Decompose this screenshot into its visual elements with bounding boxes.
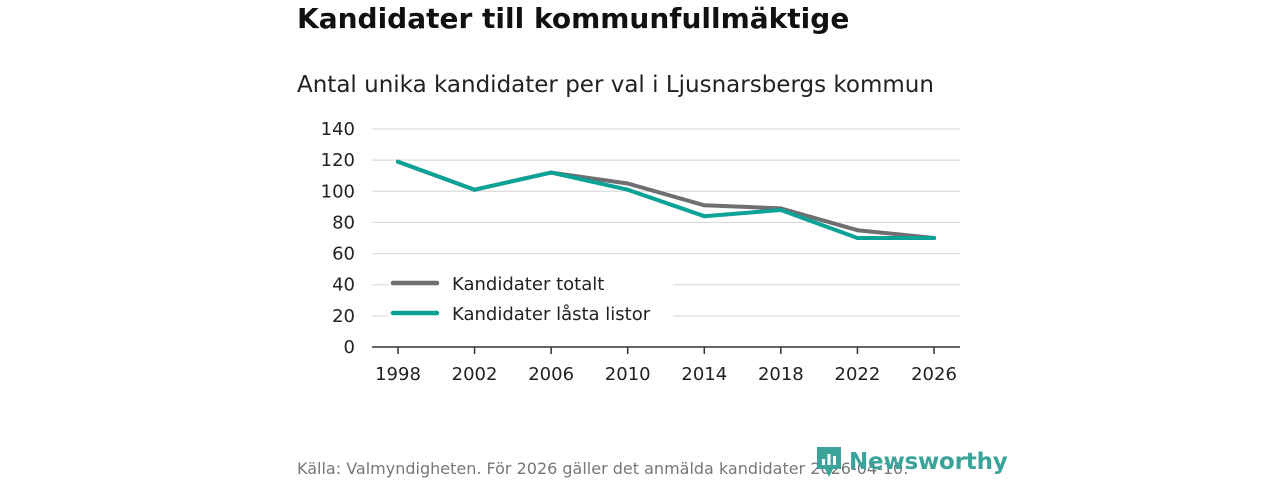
data-point-lasta-2014 [702,214,707,219]
x-tick-label-2022: 2022 [835,364,881,385]
data-point-totalt-2022 [855,228,860,233]
data-point-lasta-2002 [472,187,477,192]
y-tick-label-20: 20 [332,306,355,327]
y-tick-label-0: 0 [344,337,355,358]
series-line-kandidater-lasta-listor [396,159,936,240]
newsworthy-logo-icon [817,447,841,477]
data-point-totalt-2010 [625,181,630,186]
newsworthy-logo: Newsworthy [815,445,1008,479]
chart-subtitle: Antal unika kandidater per val i Ljusnar… [297,72,934,98]
data-point-lasta-2006 [549,170,554,175]
legend-label-kandidater-totalt: Kandidater totalt [452,274,604,295]
legend-label-kandidater-lasta-listor: Kandidater låsta listor [452,304,651,325]
y-tick-label-60: 60 [332,244,355,265]
x-tick-label-2018: 2018 [758,364,804,385]
x-tick-label-2014: 2014 [681,364,727,385]
x-tick-label-2010: 2010 [605,364,651,385]
data-point-totalt-2014 [702,203,707,208]
source-note: Källa: Valmyndigheten. För 2026 gäller d… [297,459,909,478]
data-point-lasta-2026 [932,236,936,240]
newsworthy-logo-text: Newsworthy [849,449,1008,475]
y-tick-label-140: 140 [321,119,355,140]
data-point-lasta-2022 [855,236,860,240]
y-tick-label-80: 80 [332,212,355,233]
x-tick-label-1998: 1998 [375,364,421,385]
x-tick-label-2026: 2026 [911,364,957,385]
data-point-lasta-2018 [778,207,783,212]
x-tick-label-2002: 2002 [452,364,498,385]
series-line-kandidater-totalt [396,159,936,240]
y-tick-label-40: 40 [332,275,355,296]
data-point-lasta-1998 [396,159,400,164]
chart-title: Kandidater till kommunfullmäktige [297,2,850,35]
y-tick-label-100: 100 [321,181,355,202]
x-tick-label-2006: 2006 [528,364,574,385]
data-point-lasta-2010 [625,187,630,192]
y-tick-label-120: 120 [321,150,355,171]
